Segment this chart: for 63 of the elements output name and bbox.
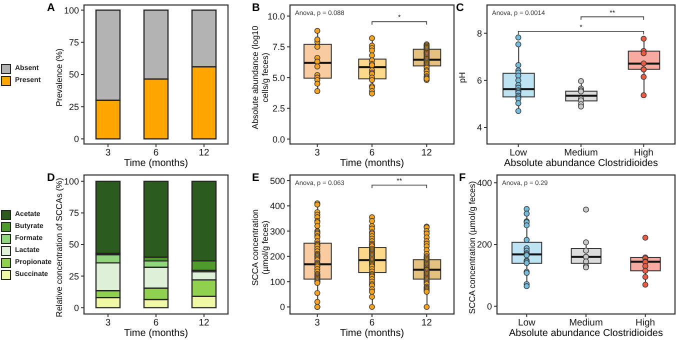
- y-tick-label: 0: [74, 134, 79, 144]
- y-tick-label: 7.5: [272, 42, 285, 52]
- x-axis-title: Absolute abundance Clostridioides: [504, 158, 658, 169]
- y-axis-title: Prevalence (%): [54, 48, 64, 107]
- x-axis-title: Time (months): [340, 158, 404, 169]
- y-axis-title: pH: [457, 72, 467, 83]
- y-tick-label: 0: [486, 301, 492, 312]
- chart-title: B: [252, 2, 260, 14]
- y-tick-label: 100: [270, 276, 285, 287]
- y-tick-label: 300: [270, 226, 285, 236]
- x-tick-label: 3: [314, 318, 320, 329]
- x-tick-label: 3: [314, 148, 320, 159]
- chart-title: D: [47, 172, 55, 184]
- x-tick-label: 3: [105, 318, 111, 329]
- y-tick-label: 75: [68, 208, 79, 218]
- x-tick-label: 6: [153, 318, 159, 329]
- y-tick-label: 0.0: [272, 134, 285, 144]
- y-tick-label: 400: [270, 201, 285, 212]
- x-tick-label: High: [634, 148, 654, 159]
- y-tick-label: 0: [74, 302, 79, 313]
- x-tick-label: Medium: [564, 148, 598, 159]
- y-tick-label: 8: [476, 28, 482, 38]
- x-tick-label: 6: [369, 148, 375, 159]
- y-axis-title: Absolute abundance (log10 cells/g feces): [250, 25, 270, 130]
- y-tick-label: 75: [68, 38, 79, 48]
- y-tick-label: 400: [476, 178, 492, 188]
- x-tick-label: 12: [421, 318, 432, 329]
- x-axis-title: Time (months): [124, 328, 188, 339]
- chart-title: C: [456, 2, 464, 14]
- x-axis-title: Time (months): [340, 328, 404, 339]
- chart-title: A: [47, 2, 55, 14]
- y-tick-label: 200: [270, 252, 285, 262]
- chart-title: E: [252, 172, 260, 184]
- y-tick-label: 500: [270, 176, 285, 186]
- x-axis-title: Absolute abundance Clostridioides: [509, 328, 663, 339]
- x-tick-label: 6: [153, 148, 159, 159]
- y-tick-label: 6: [476, 76, 482, 86]
- y-tick-label: 200: [476, 240, 492, 250]
- y-tick-label: 25: [68, 102, 79, 112]
- chart-title: F: [459, 172, 466, 184]
- x-tick-label: 12: [421, 148, 432, 159]
- y-tick-label: 5.0: [272, 72, 285, 83]
- x-tick-label: 3: [105, 148, 111, 159]
- x-tick-label: 12: [198, 318, 210, 329]
- y-tick-label: 50: [68, 70, 79, 80]
- y-tick-label: 0: [280, 302, 285, 312]
- x-tick-label: Medium: [569, 318, 603, 329]
- y-tick-label: 25: [68, 271, 79, 282]
- x-tick-label: 6: [369, 318, 375, 329]
- x-tick-label: High: [636, 318, 656, 329]
- y-tick-label: 50: [68, 240, 79, 250]
- y-axis-title: SCCA concentration (µmol/g feces): [250, 208, 270, 286]
- y-tick-label: 10.0: [267, 11, 285, 22]
- y-tick-label: 2.5: [272, 104, 285, 114]
- x-axis-title: Time (months): [124, 158, 188, 169]
- y-tick-label: 100: [64, 176, 79, 187]
- y-axis-title: SCCA concentration (µmol/g feces): [467, 180, 477, 314]
- x-tick-label: Low: [510, 148, 528, 159]
- x-tick-label: 12: [198, 148, 210, 159]
- x-tick-label: Low: [518, 318, 536, 329]
- y-axis-title: Relative concentration of SCCAs (%): [54, 178, 64, 318]
- y-tick-label: 100: [64, 5, 79, 16]
- y-tick-label: 4: [476, 122, 482, 133]
